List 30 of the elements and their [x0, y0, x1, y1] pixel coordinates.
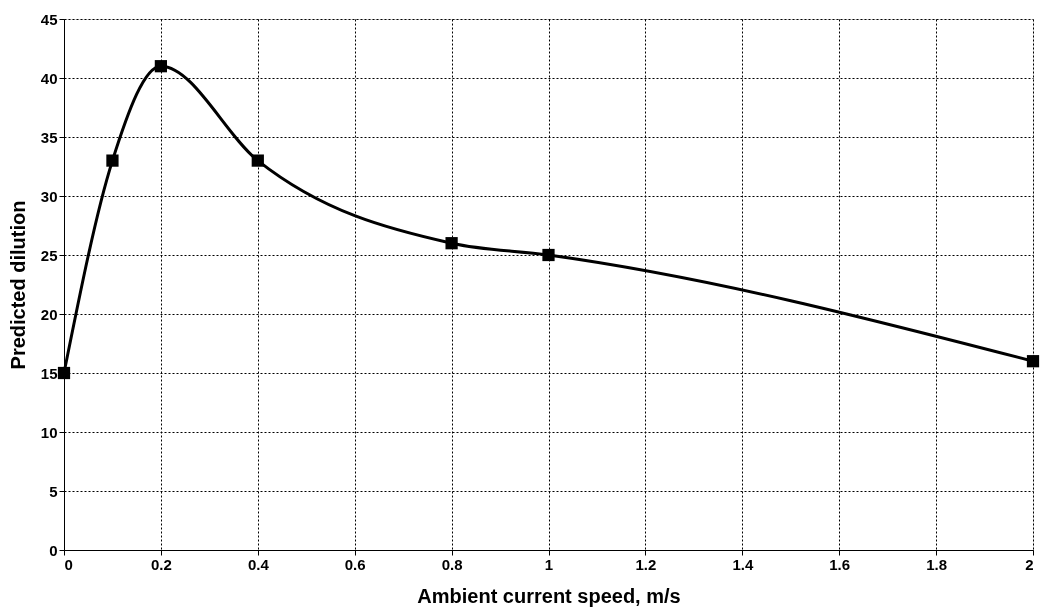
x-tick-label: 0: [64, 555, 73, 573]
y-tick-label: 25: [40, 246, 58, 264]
x-tick-label: 1: [544, 555, 554, 573]
point: [154, 60, 168, 73]
x-tick-label: 0.2: [150, 555, 172, 573]
point: [251, 154, 264, 167]
y-tick-label: 20: [40, 305, 58, 323]
x-tick-label: 0.4: [247, 555, 270, 573]
point: [57, 366, 71, 380]
x-tick-label: 2: [1025, 555, 1034, 573]
x-tick-label: 1.2: [635, 555, 657, 573]
x-tick-label: 1.8: [926, 555, 948, 573]
point: [542, 248, 555, 262]
x-axis-title: Ambient current speed, m/s: [417, 584, 681, 607]
y-tick-label: 5: [49, 482, 58, 500]
y-tick-label: 10: [40, 423, 58, 441]
x-tick-label: 0.6: [344, 555, 366, 573]
y-tick-label: 30: [40, 187, 58, 205]
y-tick-label: 40: [40, 69, 58, 87]
y-tick-label: 45: [40, 10, 58, 28]
x-tick-label: 0.8: [441, 555, 463, 573]
y-tick-label: 15: [40, 364, 58, 382]
y-tick-label: 0: [49, 541, 58, 559]
point: [445, 237, 458, 250]
point: [106, 154, 119, 167]
y-tick-label: 35: [40, 128, 58, 146]
point: [1026, 355, 1040, 368]
x-tick-label: 1.6: [829, 555, 851, 573]
x-tick-label: 1.4: [732, 555, 754, 573]
y-axis-title: Predicted dilution: [6, 200, 29, 370]
